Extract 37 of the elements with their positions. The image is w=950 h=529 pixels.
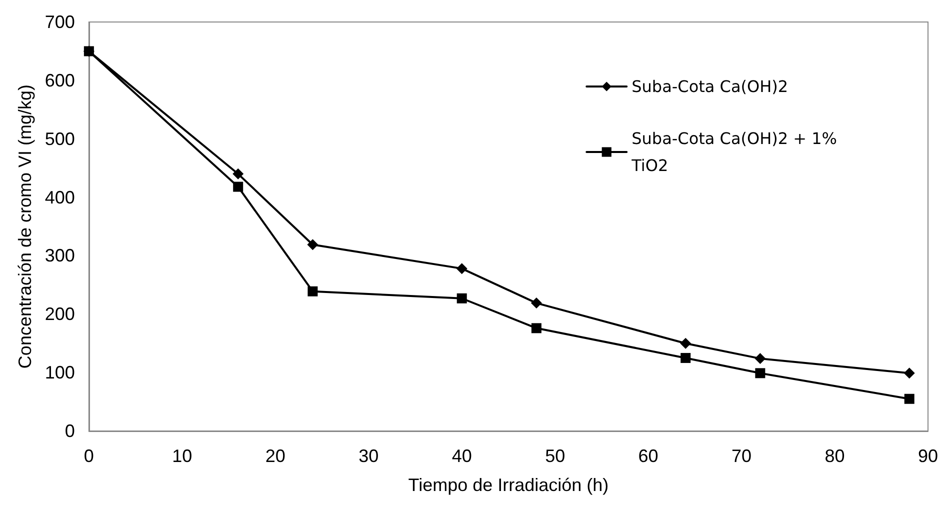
point (307, 239, 318, 250)
point (232, 168, 244, 180)
x-tick-label: 10 (172, 446, 192, 466)
point (755, 368, 766, 378)
y-tick-label: 700 (44, 12, 75, 32)
point (754, 353, 766, 364)
y-tick-label: 500 (44, 128, 75, 149)
y-axis-title: Concentración de cromo VI (mg/kg) (15, 84, 35, 369)
x-tick-label: 40 (452, 446, 472, 466)
x-tick-label: 30 (358, 446, 379, 466)
legend-label: Suba-Cota Ca(OH)2 + 1% TiO2 (630, 129, 838, 175)
point (84, 46, 94, 56)
point (680, 338, 692, 349)
y-tick-label: 0 (64, 421, 75, 441)
x-tick-label: 20 (265, 446, 286, 466)
point (233, 182, 244, 192)
y-tick-label: 600 (44, 70, 75, 90)
x-tick-label: 70 (732, 446, 752, 466)
point (680, 352, 691, 363)
y-tick-label: 300 (44, 246, 75, 266)
x-tick-label: 90 (918, 446, 938, 466)
x-tick-label: 60 (638, 446, 658, 466)
point (456, 263, 468, 274)
x-tick-label: 80 (824, 446, 845, 466)
x-tick-label: 0 (84, 446, 94, 466)
y-tick-label: 200 (44, 304, 75, 324)
point (530, 298, 542, 309)
point (904, 368, 915, 379)
y-tick-label: 400 (44, 187, 75, 208)
point (308, 286, 318, 296)
legend-label: Suba-Cota Ca(OH)2 (632, 77, 788, 96)
point (531, 323, 542, 334)
point (904, 394, 914, 404)
x-axis-title: Tiempo de Irradiación (h) (408, 475, 609, 495)
point (456, 293, 467, 304)
y-tick-label: 100 (44, 362, 75, 383)
x-tick-label: 50 (545, 446, 566, 466)
